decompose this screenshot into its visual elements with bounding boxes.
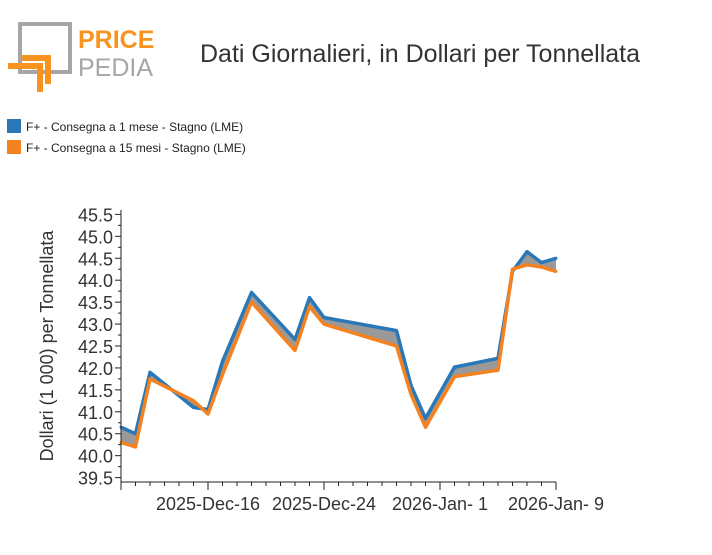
data-point-1-18 <box>540 261 543 265</box>
y-tick-label: 45.0 <box>78 227 113 247</box>
data-point-1-10 <box>322 316 326 319</box>
data-point-2-15 <box>496 368 500 372</box>
y-axis-label: Dollari (1 000) per Tonnellata <box>37 230 57 462</box>
data-point-1-19 <box>554 256 558 260</box>
chart-title: Dati Giornalieri, in Dollari per Tonnell… <box>200 40 641 68</box>
data-point-1-13 <box>424 416 427 420</box>
y-tick-label: 44.5 <box>78 249 113 269</box>
y-tick-label: 41.0 <box>78 403 113 423</box>
y-tick-label: 40.5 <box>78 425 113 445</box>
x-tick-label: 2025-Dec-16 <box>156 494 260 514</box>
y-tick-label: 41.5 <box>78 381 113 401</box>
data-point-2-7 <box>250 300 253 304</box>
data-point-2-2 <box>134 445 137 449</box>
data-point-2-17 <box>525 263 529 267</box>
data-point-1-8 <box>293 337 297 341</box>
data-point-1-7 <box>250 291 253 294</box>
legend-swatch-blue <box>7 119 21 133</box>
data-point-2-13 <box>424 425 427 429</box>
data-point-2-5 <box>206 412 210 416</box>
data-point-2-16 <box>511 267 514 271</box>
x-tick-label: 2026-Jan- 1 <box>392 494 488 514</box>
data-point-1-17 <box>525 250 529 254</box>
y-tick-label: 40.0 <box>78 447 113 467</box>
data-point-2-10 <box>322 322 326 326</box>
logo-bracket-outer <box>8 63 43 92</box>
y-tick-label: 44.0 <box>78 271 113 291</box>
series-line-1 <box>120 249 557 436</box>
x-tick-label: 2025-Dec-24 <box>272 494 376 514</box>
y-tick-label: 43.0 <box>78 315 113 335</box>
data-point-1-4 <box>192 405 195 409</box>
legend-swatch-orange <box>7 140 21 154</box>
x-tick-label: 2026-Jan- 9 <box>508 494 604 514</box>
data-point-2-11 <box>395 344 398 348</box>
y-tick-label: 45.5 <box>78 205 113 225</box>
data-point-1-3 <box>148 370 152 374</box>
y-tick-label: 42.5 <box>78 337 113 357</box>
data-point-1-9 <box>308 296 311 300</box>
data-point-1-14 <box>453 365 456 369</box>
legend-item-15-months: F+ - Consegna a 15 mesi - Stagno (LME) <box>7 140 246 155</box>
legend-label: F+ - Consegna a 1 mese - Stagno (LME) <box>26 120 244 134</box>
data-point-2-19 <box>554 269 558 273</box>
data-point-2-6 <box>221 373 224 376</box>
series-line-2 <box>120 263 557 449</box>
data-point-1-2 <box>134 432 137 436</box>
y-tick-label: 39.5 <box>78 469 113 489</box>
pricepedia-logo: PRICE PEDIA <box>8 22 154 92</box>
data-point-2-12 <box>409 392 413 396</box>
data-point-1-11 <box>395 329 398 333</box>
data-point-2-3 <box>148 377 152 381</box>
y-tick-label: 42.0 <box>78 359 113 379</box>
logo-bracket-inner <box>22 55 51 84</box>
data-point-2-8 <box>293 348 297 352</box>
legend-item-1-month: F+ - Consegna a 1 mese - Stagno (LME) <box>7 119 243 134</box>
data-point-2-4 <box>192 399 195 403</box>
data-point-2-9 <box>308 305 311 308</box>
data-point-2-14 <box>453 375 456 379</box>
logo-word-price: PRICE <box>78 26 154 54</box>
legend-label: F+ - Consegna a 15 mesi - Stagno (LME) <box>26 141 246 155</box>
data-point-2-18 <box>540 265 543 269</box>
y-tick-label: 43.5 <box>78 293 113 313</box>
data-point-1-6 <box>221 359 224 363</box>
spread-area <box>121 251 556 447</box>
logo-word-pedia: PEDIA <box>78 54 153 82</box>
